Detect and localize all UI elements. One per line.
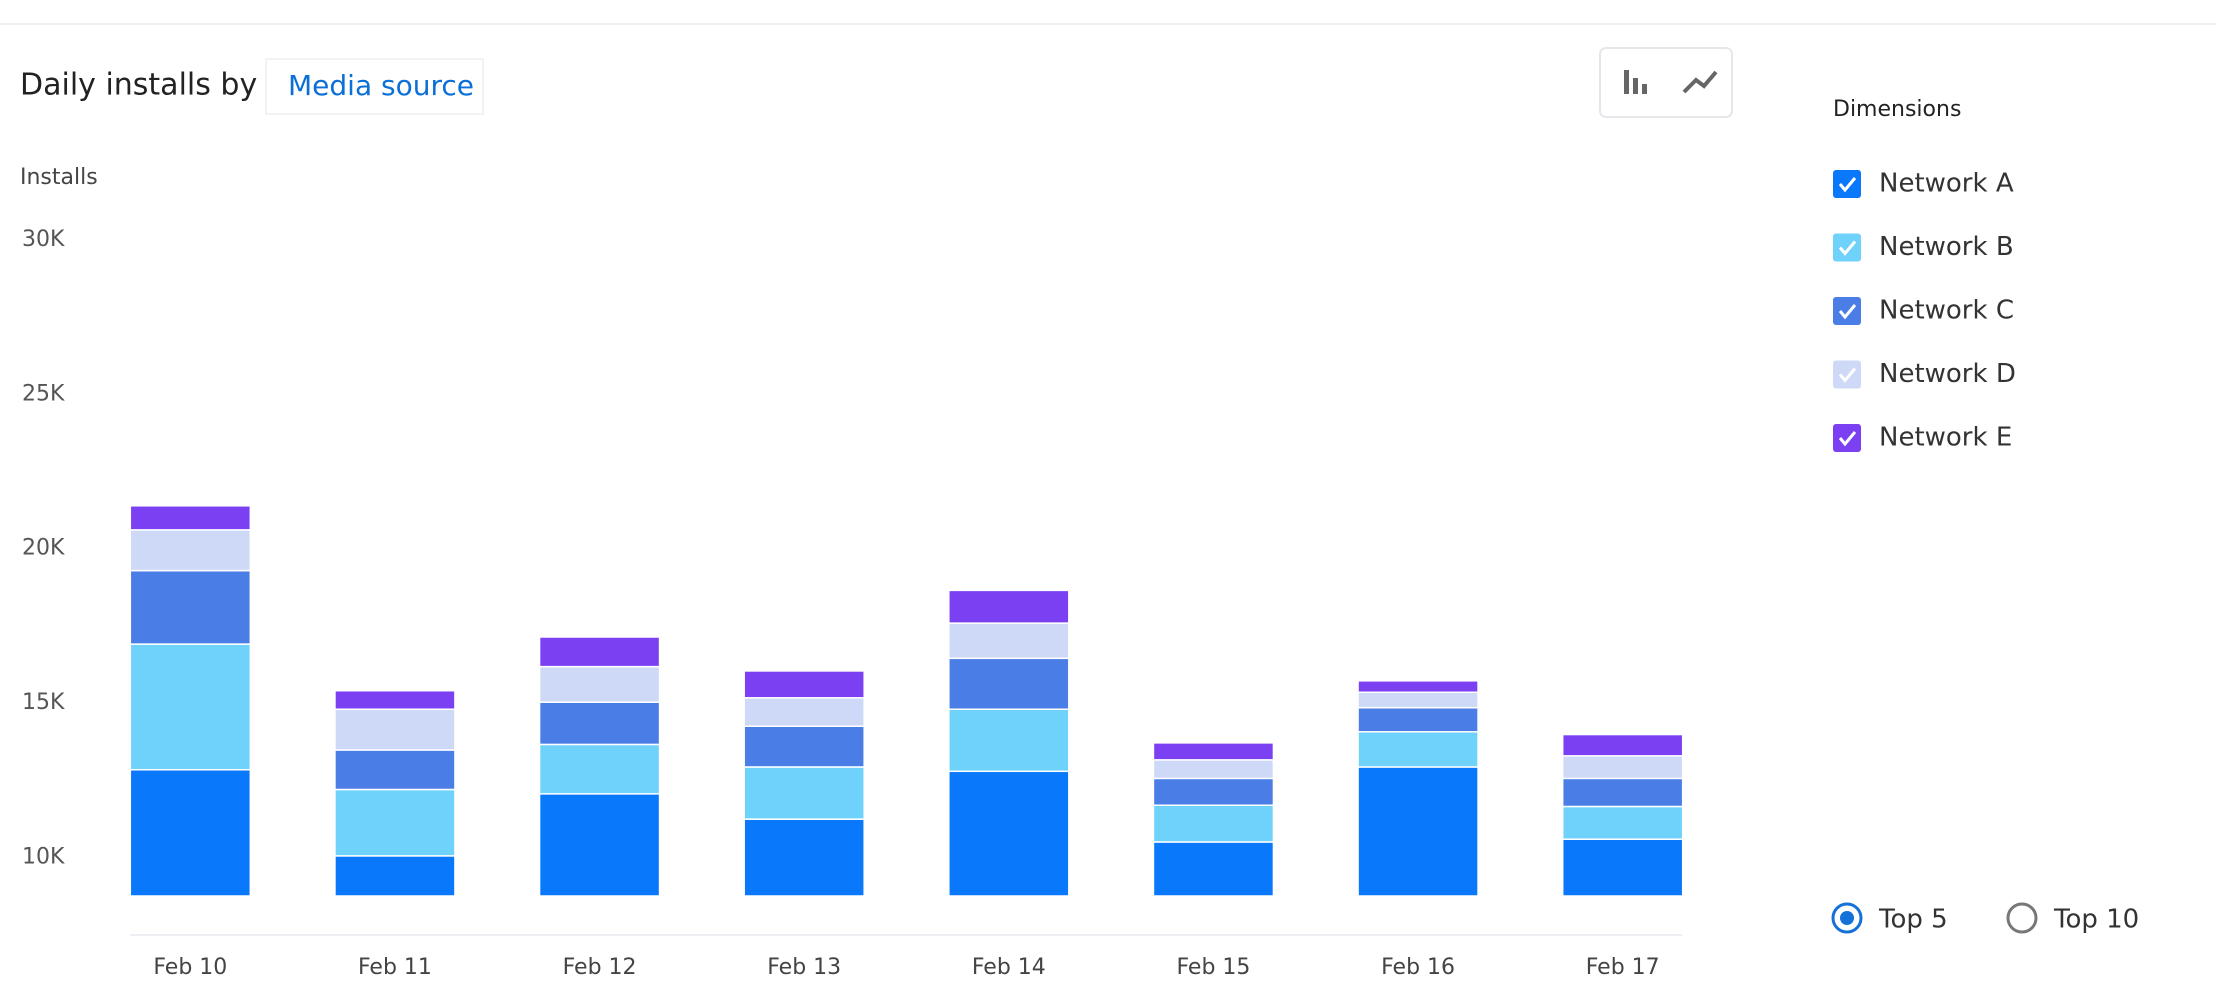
- checkmark: [1838, 367, 1857, 383]
- bar-segment[interactable]: [1357, 706, 1479, 733]
- bar-segment[interactable]: [334, 708, 456, 751]
- bar-segment[interactable]: [1561, 777, 1684, 808]
- y-axis-label: Installs: [20, 165, 98, 190]
- bar-segment[interactable]: [538, 743, 661, 795]
- legend-checkbox[interactable]: [1833, 170, 1861, 198]
- bar-segment[interactable]: [948, 589, 1070, 624]
- bar-segment[interactable]: [1152, 742, 1275, 761]
- bar-segment[interactable]: [129, 529, 252, 572]
- bar-segment[interactable]: [1152, 777, 1275, 806]
- y-tick-label: 10K: [22, 844, 65, 869]
- y-tick-label: 20K: [22, 536, 65, 561]
- legend-label[interactable]: Network D: [1879, 359, 2016, 389]
- x-tick-label: Feb 13: [767, 955, 841, 980]
- radio-button[interactable]: [2006, 902, 2038, 934]
- bar-segment[interactable]: [1152, 841, 1275, 897]
- checkmark: [1838, 240, 1857, 256]
- legend-checkbox[interactable]: [1833, 233, 1861, 262]
- bar-segment[interactable]: [129, 505, 252, 531]
- bar-segment[interactable]: [1357, 731, 1479, 768]
- y-tick-label: 15K: [22, 690, 65, 715]
- bar-segment[interactable]: [538, 636, 661, 668]
- x-tick-label: Feb 16: [1381, 955, 1455, 980]
- group-by-value[interactable]: Media source: [288, 69, 474, 102]
- x-tick-label: Feb 12: [563, 955, 637, 980]
- bar-segment[interactable]: [334, 855, 456, 897]
- checkmark: [1838, 304, 1857, 320]
- x-tick-label: Feb 14: [972, 955, 1046, 980]
- bar-segment[interactable]: [334, 788, 456, 857]
- radio-label[interactable]: Top 5: [1878, 905, 1948, 935]
- legend-checkbox[interactable]: [1833, 360, 1861, 389]
- checkmark: [1838, 431, 1857, 447]
- legend-title: Dimensions: [1833, 97, 1961, 122]
- chart-title: Daily installs by: [20, 68, 257, 103]
- bar-segment[interactable]: [334, 749, 456, 791]
- bar-segment[interactable]: [743, 697, 865, 727]
- legend-checkbox[interactable]: [1833, 424, 1861, 452]
- bar-segment[interactable]: [1357, 680, 1479, 694]
- bar-segment[interactable]: [129, 643, 252, 771]
- bar-segment[interactable]: [743, 818, 865, 897]
- radio-label[interactable]: Top 10: [2053, 905, 2139, 935]
- bar-segment[interactable]: [538, 665, 661, 703]
- x-tick-label: Feb 15: [1176, 955, 1250, 980]
- toggle-box: [1599, 47, 1733, 118]
- x-tick-label: Feb 11: [358, 955, 432, 980]
- bar-segment[interactable]: [743, 670, 865, 699]
- bar-segment[interactable]: [1152, 804, 1275, 843]
- bar-segment[interactable]: [948, 708, 1070, 773]
- radio-dot: [1840, 911, 1854, 925]
- group-by-dropdown[interactable]: [265, 58, 484, 115]
- y-tick-label: 30K: [22, 227, 65, 252]
- chart-type-toggle: [1599, 47, 1733, 118]
- bar-segment[interactable]: [743, 725, 865, 768]
- bar-segment[interactable]: [1357, 766, 1479, 897]
- bar-segment[interactable]: [1561, 838, 1684, 897]
- checkmark: [1838, 177, 1857, 193]
- bar-segment[interactable]: [538, 793, 661, 897]
- bar-segment[interactable]: [948, 770, 1070, 897]
- line-chart-icon[interactable]: [1682, 70, 1718, 94]
- bar-segment[interactable]: [334, 689, 456, 710]
- legend-label[interactable]: Network C: [1879, 296, 2014, 326]
- bar-segment[interactable]: [129, 768, 252, 897]
- bar-chart-icon[interactable]: [1624, 70, 1647, 94]
- bar-segment[interactable]: [1561, 733, 1684, 757]
- bar-segment[interactable]: [538, 701, 661, 746]
- bar-segment[interactable]: [948, 622, 1070, 660]
- bar-segment[interactable]: [1152, 759, 1275, 780]
- bar-segment[interactable]: [1561, 805, 1684, 840]
- legend-checkbox[interactable]: [1833, 297, 1861, 325]
- bar-segment[interactable]: [1357, 691, 1479, 709]
- bar-segment[interactable]: [1561, 755, 1684, 780]
- bar-segment[interactable]: [948, 657, 1070, 710]
- x-tick-label: Feb 17: [1586, 955, 1660, 980]
- legend-label[interactable]: Network E: [1879, 423, 2012, 453]
- legend-label[interactable]: Network A: [1879, 169, 2014, 199]
- x-tick-label: Feb 10: [153, 955, 227, 980]
- y-tick-label: 25K: [22, 381, 65, 406]
- bar-segment[interactable]: [743, 766, 865, 820]
- legend-label[interactable]: Network B: [1879, 232, 2014, 262]
- bar-segment[interactable]: [129, 569, 252, 645]
